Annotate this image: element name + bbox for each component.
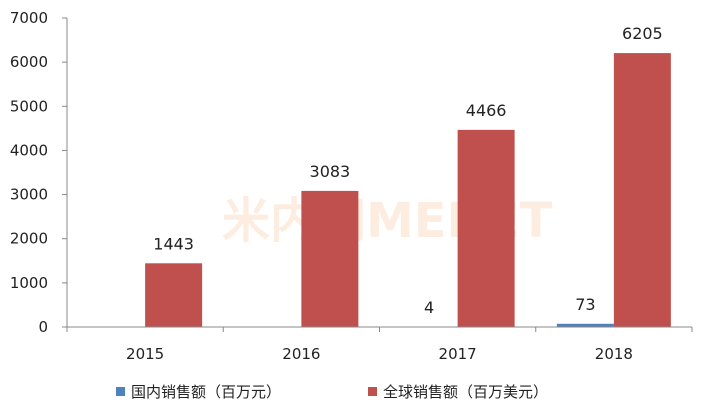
y-tick-label: 3000 [10, 186, 48, 204]
y-tick-label: 0 [38, 318, 48, 336]
x-tick-label: 2015 [126, 345, 164, 363]
data-label: 73 [575, 295, 595, 314]
y-axis: 0 1000 2000 3000 4000 5000 6000 7000 [10, 9, 68, 336]
data-label: 1443 [153, 234, 194, 253]
legend-swatch [116, 387, 125, 396]
bar-global-2018 [613, 53, 671, 328]
bars: 1443 3083 4 4466 73 6205 [145, 24, 671, 328]
legend-swatch [368, 387, 377, 396]
x-axis: 2015 2016 2017 2018 [66, 326, 693, 363]
bar-global-2017 [457, 129, 515, 327]
data-label: 4 [424, 298, 434, 317]
data-label: 4466 [466, 101, 507, 120]
x-tick-label: 2016 [282, 345, 320, 363]
x-tick-label: 2018 [595, 345, 633, 363]
legend-label: 全球销售额（百万美元） [383, 383, 548, 401]
y-tick-label: 5000 [10, 97, 48, 115]
bar-domestic-2018 [556, 323, 614, 327]
y-tick-label: 1000 [10, 274, 48, 292]
legend-label: 国内销售额（百万元） [131, 383, 281, 401]
x-tick-label: 2017 [439, 345, 477, 363]
y-tick-label: 2000 [10, 230, 48, 248]
legend: 国内销售额（百万元） 全球销售额（百万美元） [116, 383, 548, 401]
bar-global-2016 [301, 190, 359, 327]
y-tick-label: 6000 [10, 53, 48, 71]
data-label: 6205 [622, 24, 663, 43]
bar-global-2015 [145, 263, 203, 327]
y-tick-label: 7000 [10, 9, 48, 27]
data-label: 3083 [310, 162, 351, 181]
y-tick-label: 4000 [10, 141, 48, 159]
